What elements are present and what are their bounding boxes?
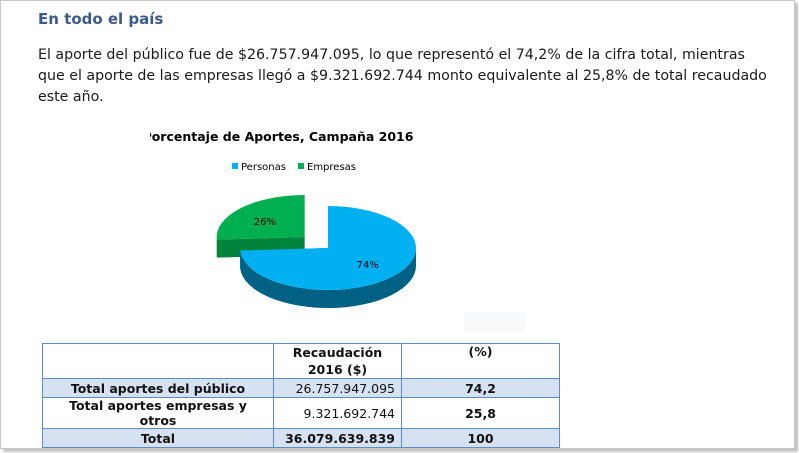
- table-cell: Total aportes del público: [42, 378, 274, 398]
- pie-slice: [216, 195, 305, 240]
- table-row: Total aportes del público 26.757.947.095…: [42, 378, 560, 398]
- chart-slices: [216, 195, 416, 308]
- table-header-cell: (%): [401, 343, 560, 379]
- pie-slice: [240, 206, 416, 290]
- summary-paragraph: El aporte del público fue de $26.757.947…: [38, 47, 767, 105]
- table-header-row: Recaudación 2016 ($) (%): [42, 343, 560, 379]
- section-heading: En todo el país: [38, 10, 164, 28]
- table-row: Total aportes empresas y otros 9.321.692…: [42, 397, 560, 429]
- collection-table: Recaudación 2016 ($) (%) Total aportes d…: [42, 343, 560, 448]
- pie-data-label: 74%: [357, 260, 379, 271]
- legend-swatch: [232, 163, 238, 169]
- pie-chart: Porcentaje de Aportes, Campaña 2016 Pers…: [150, 129, 416, 308]
- table-cell: 100: [401, 428, 560, 448]
- legend-swatch: [298, 163, 304, 169]
- legend-label: Empresas: [307, 162, 356, 173]
- table-cell: 74,2: [401, 378, 560, 398]
- table-row: Total 36.079.639.839 100: [42, 428, 560, 448]
- pie-slice-rim: [240, 248, 416, 308]
- table-cell: Total: [42, 428, 274, 448]
- table-cell: 25,8: [401, 397, 560, 429]
- table-header-cell: Recaudación 2016 ($): [273, 343, 402, 379]
- chart-data-labels: 26% 74%: [254, 217, 379, 271]
- pie-data-label: 26%: [254, 217, 276, 228]
- table-header-text: Recaudación 2016 ($): [292, 345, 383, 377]
- legend-label: Personas: [241, 162, 286, 173]
- table-cell: 26.757.947.095: [273, 378, 402, 398]
- table-cell: Total aportes empresas y otros: [42, 397, 274, 429]
- table-cell: 9.321.692.744: [273, 397, 402, 429]
- table-header-cell: [42, 343, 274, 379]
- faint-watermark: [464, 312, 526, 332]
- table-cell: 36.079.639.839: [273, 428, 402, 448]
- chart-legend: Personas Empresas: [232, 162, 356, 173]
- chart-title: Porcentaje de Aportes, Campaña 2016: [150, 129, 414, 144]
